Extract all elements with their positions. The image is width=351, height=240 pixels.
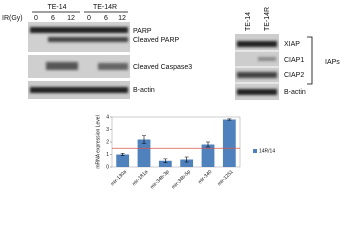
- y-tick-label: 0: [106, 164, 109, 170]
- dose: 0: [87, 15, 91, 22]
- dose: 6: [104, 15, 108, 22]
- y-axis-label: mRNA expression Level: [95, 115, 101, 168]
- bar: [116, 154, 130, 167]
- y-tick-label: 4: [106, 114, 109, 120]
- plot-frame: [111, 116, 241, 168]
- error-bar: [142, 135, 146, 144]
- dose: 0: [34, 15, 38, 22]
- bands: [30, 27, 128, 93]
- figure: TE-14 TE-14R IR(Gy) PARP Cleaved PARP Cl…: [2, 4, 340, 191]
- bands: [237, 41, 277, 95]
- error-bar: [206, 141, 210, 148]
- dose: 12: [67, 15, 75, 22]
- bar: [158, 160, 172, 167]
- bar: [180, 159, 194, 167]
- bracket: [307, 36, 313, 85]
- x-tick-label: mir-1251: [216, 169, 234, 187]
- dose: 6: [51, 15, 55, 22]
- dose: 12: [118, 15, 126, 22]
- row-label: B-actin: [133, 87, 155, 94]
- row-label: PARP: [133, 28, 152, 35]
- error-bar: [227, 118, 232, 121]
- row-label: Cleaved Caspase3: [133, 64, 192, 71]
- y-tick-label: 1: [106, 152, 109, 158]
- row-label: CIAP1: [284, 57, 304, 64]
- bar: [222, 119, 236, 167]
- x-tick-label: mir-34b-5p: [171, 169, 192, 190]
- row-label: XIAP: [284, 41, 300, 48]
- error-bar: [120, 152, 125, 157]
- group-label: TE-14: [245, 12, 252, 31]
- x-tick-label: mir-130a: [110, 169, 128, 187]
- bracket-label: IAPs: [325, 59, 340, 66]
- error-bar: [163, 158, 168, 163]
- blot-panel: [28, 55, 130, 78]
- row-label: Cleaved PARP: [133, 37, 180, 44]
- group-label: TE-14: [47, 4, 66, 11]
- y-tick-label: 3: [106, 127, 109, 133]
- x-tick-label: mir-340: [197, 169, 213, 185]
- legend-label: 14R/14: [259, 148, 275, 154]
- row-label: B-actin: [284, 89, 306, 96]
- group-label: TE-14R: [264, 7, 271, 31]
- dose-label: IR(Gy): [2, 15, 23, 22]
- y-tick-label: 2: [106, 139, 109, 145]
- x-tick-label: mir-34b-3p: [149, 169, 170, 190]
- group-label: TE-14R: [93, 4, 117, 11]
- error-bar: [184, 156, 189, 163]
- legend-swatch: [253, 149, 257, 153]
- x-tick-label: mir-181a: [131, 169, 149, 187]
- bar: [137, 139, 151, 167]
- bar: [201, 144, 215, 167]
- row-label: CIAP2: [284, 72, 304, 79]
